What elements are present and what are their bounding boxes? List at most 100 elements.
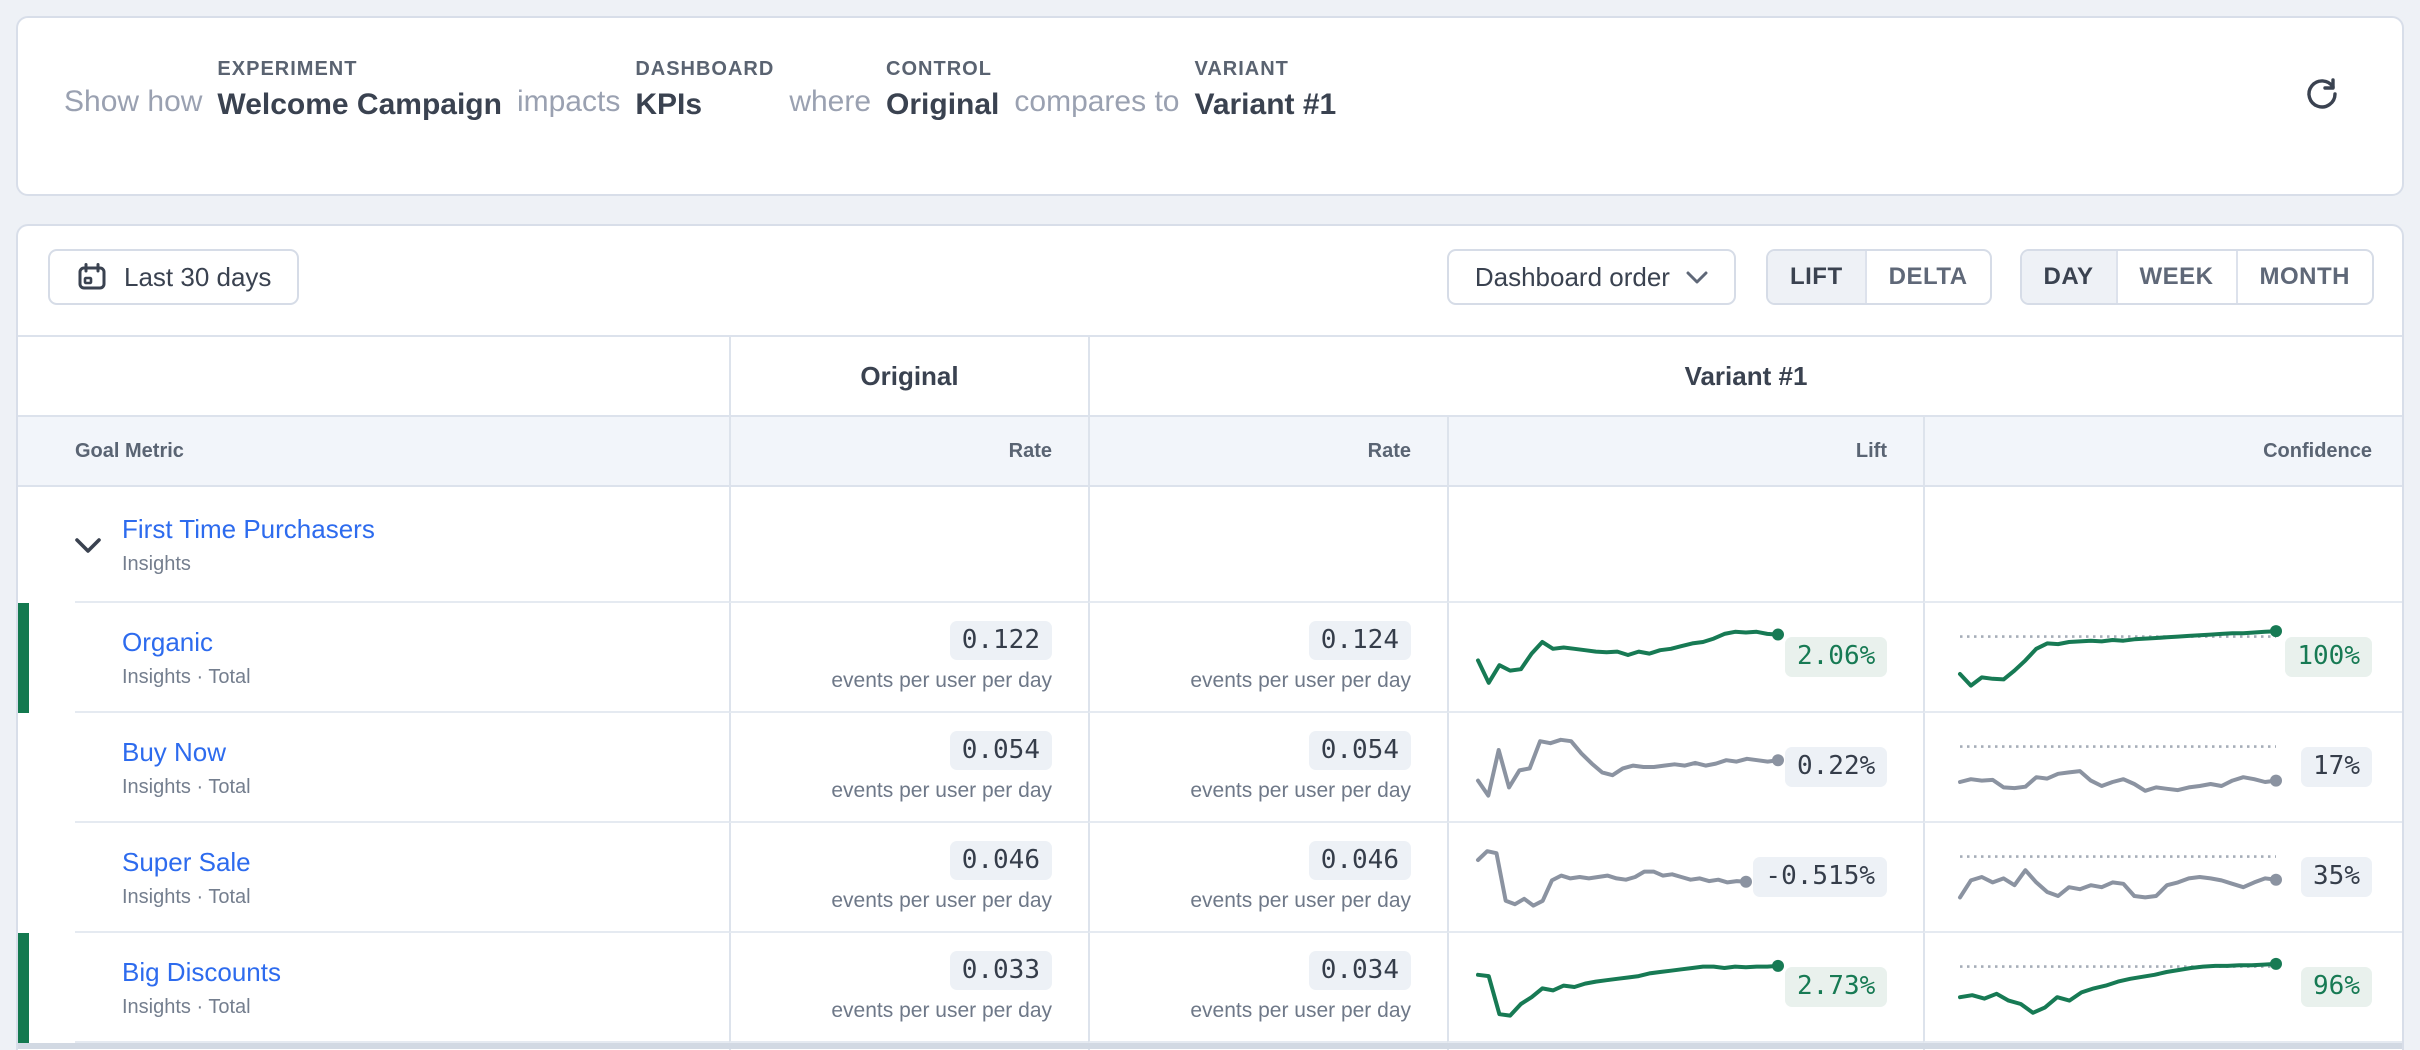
dashboard-order-label: Dashboard order (1474, 261, 1670, 292)
confidence-sparkline (1953, 946, 2283, 1028)
toggle-option-month[interactable]: MONTH (2235, 251, 2372, 303)
significance-bar (18, 933, 29, 1043)
date-range-button[interactable]: Last 30 days (48, 249, 300, 305)
rate-unit: events per user per day (1190, 999, 1411, 1023)
sentence-word: where (789, 85, 872, 118)
dashboard-selector[interactable]: DASHBOARD KPIs (635, 58, 774, 122)
lift-sparkline (1471, 946, 1785, 1028)
group-name-cell: First Time Purchasers Insights (18, 487, 729, 603)
metric-link[interactable]: Big Discounts (122, 957, 281, 987)
toggle-option-day[interactable]: DAY (2021, 251, 2116, 303)
lift-cell: 2.06% (1447, 603, 1923, 713)
chevron-down-icon (1686, 271, 1708, 284)
variant-rate-cell: 0.034 events per user per day (1088, 933, 1447, 1043)
control-value[interactable]: Original (886, 88, 1000, 121)
variant-label: VARIANT (1194, 58, 1289, 80)
metric-name-cell: Super Sale Insights · Total (18, 823, 729, 933)
original-rate-cell: 0.033 events per user per day (729, 933, 1088, 1043)
col-header-rate-control: Rate (729, 417, 1088, 485)
metric-name-cell: Organic Insights · Total (18, 603, 729, 713)
rate-value: 0.046 (949, 840, 1052, 881)
lift-cell: -0.515% (1447, 823, 1923, 933)
rate-value: 0.033 (949, 950, 1052, 991)
calendar-icon (78, 263, 106, 290)
lift-value: -0.515% (1753, 857, 1887, 897)
col-header-goal-metric: Goal Metric (75, 439, 184, 462)
toggle-option-week[interactable]: WEEK (2115, 251, 2236, 303)
empty-cell (1088, 487, 1447, 603)
lift-value: 2.06% (1785, 637, 1888, 677)
variant-value[interactable]: Variant #1 (1194, 88, 1337, 121)
control-selector[interactable]: CONTROL Original (886, 58, 999, 122)
empty-cell (1923, 487, 2402, 603)
control-group-header: Original (729, 337, 1088, 415)
group-title-link[interactable]: First Time Purchasers (122, 514, 375, 544)
metric-subtitle: Insights · Total (122, 666, 251, 688)
dashboard-value[interactable]: KPIs (635, 88, 703, 121)
confidence-cell: 35% (1923, 823, 2402, 933)
original-rate-cell: 0.054 events per user per day (729, 713, 1088, 823)
variant-rate-cell: 0.046 events per user per day (1088, 823, 1447, 933)
lift-cell: 2.73% (1447, 933, 1923, 1043)
toggle-option-delta[interactable]: DELTA (1864, 251, 1990, 303)
confidence-value: 96% (2301, 967, 2372, 1007)
lift-value: 0.22% (1785, 747, 1888, 787)
results-toolbar: Last 30 days Dashboard order LIFT DELTA … (18, 226, 2402, 335)
granularity-toggle: DAY WEEK MONTH (2019, 249, 2374, 305)
toggle-option-lift[interactable]: LIFT (1767, 251, 1865, 303)
chevron-down-icon (75, 537, 101, 553)
control-label: CONTROL (886, 58, 992, 80)
significance-bar (18, 603, 29, 713)
variant-group-header: Variant #1 (1088, 337, 2402, 415)
confidence-cell: 17% (1923, 713, 2402, 823)
col-header-rate-variant: Rate (1088, 417, 1447, 485)
metric-row-buy-now: Buy Now Insights · Total 0.054 events pe… (18, 713, 2402, 823)
column-header-row: Goal Metric Rate Rate Lift Confidence (18, 415, 2402, 487)
rate-unit: events per user per day (831, 669, 1052, 693)
empty-cell (729, 487, 1088, 603)
sentence-word: impacts (516, 85, 621, 118)
metrics-table: Original Variant #1 Goal Metric Rate Rat… (18, 335, 2402, 1050)
experiment-label: EXPERIMENT (217, 58, 358, 80)
refresh-icon (2307, 78, 2337, 109)
lift-sparkline (1471, 616, 1785, 698)
metric-link[interactable]: Organic (122, 627, 214, 657)
confidence-sparkline (1953, 726, 2283, 808)
metric-link[interactable]: Buy Now (122, 737, 227, 767)
experiment-value[interactable]: Welcome Campaign (217, 88, 502, 121)
rate-value: 0.054 (949, 730, 1052, 771)
confidence-sparkline (1953, 836, 2283, 918)
dashboard-order-dropdown[interactable]: Dashboard order (1446, 249, 1736, 305)
variant-selector[interactable]: VARIANT Variant #1 (1194, 58, 1336, 122)
results-card: Last 30 days Dashboard order LIFT DELTA … (16, 224, 2404, 1050)
original-rate-cell: 0.122 events per user per day (729, 603, 1088, 713)
confidence-sparkline (1953, 616, 2283, 698)
empty-cell (1447, 487, 1923, 603)
experiment-sentence: Show how EXPERIMENT Welcome Campaign imp… (64, 58, 1336, 122)
experiment-selector[interactable]: EXPERIMENT Welcome Campaign (217, 58, 502, 122)
metric-subtitle: Insights · Total (122, 996, 251, 1018)
lift-sparkline (1471, 726, 1785, 808)
group-subtitle: Insights (122, 553, 191, 575)
metric-subtitle: Insights · Total (122, 776, 251, 798)
rate-value: 0.124 (1308, 620, 1411, 661)
lift-value: 2.73% (1785, 967, 1888, 1007)
metric-row-organic: Organic Insights · Total 0.122 events pe… (18, 603, 2402, 713)
metric-link[interactable]: Super Sale (122, 847, 251, 877)
group-row: First Time Purchasers Insights (18, 487, 2402, 603)
rate-unit: events per user per day (1190, 669, 1411, 693)
lift-cell: 0.22% (1447, 713, 1923, 823)
rate-value: 0.034 (1308, 950, 1411, 991)
lift-sparkline (1471, 836, 1753, 918)
metric-name-cell: Big Discounts Insights · Total (18, 933, 729, 1043)
group-header-spacer (18, 337, 729, 415)
rate-unit: events per user per day (1190, 889, 1411, 913)
rate-value: 0.122 (949, 620, 1052, 661)
collapse-group-button[interactable] (73, 530, 103, 560)
confidence-value: 100% (2285, 637, 2372, 677)
metric-subtitle: Insights · Total (122, 886, 251, 908)
lift-delta-toggle: LIFT DELTA (1765, 249, 1992, 305)
sentence-word: Show how (64, 85, 203, 118)
refresh-button[interactable] (2298, 70, 2346, 118)
sentence-word: compares to (1014, 85, 1180, 118)
